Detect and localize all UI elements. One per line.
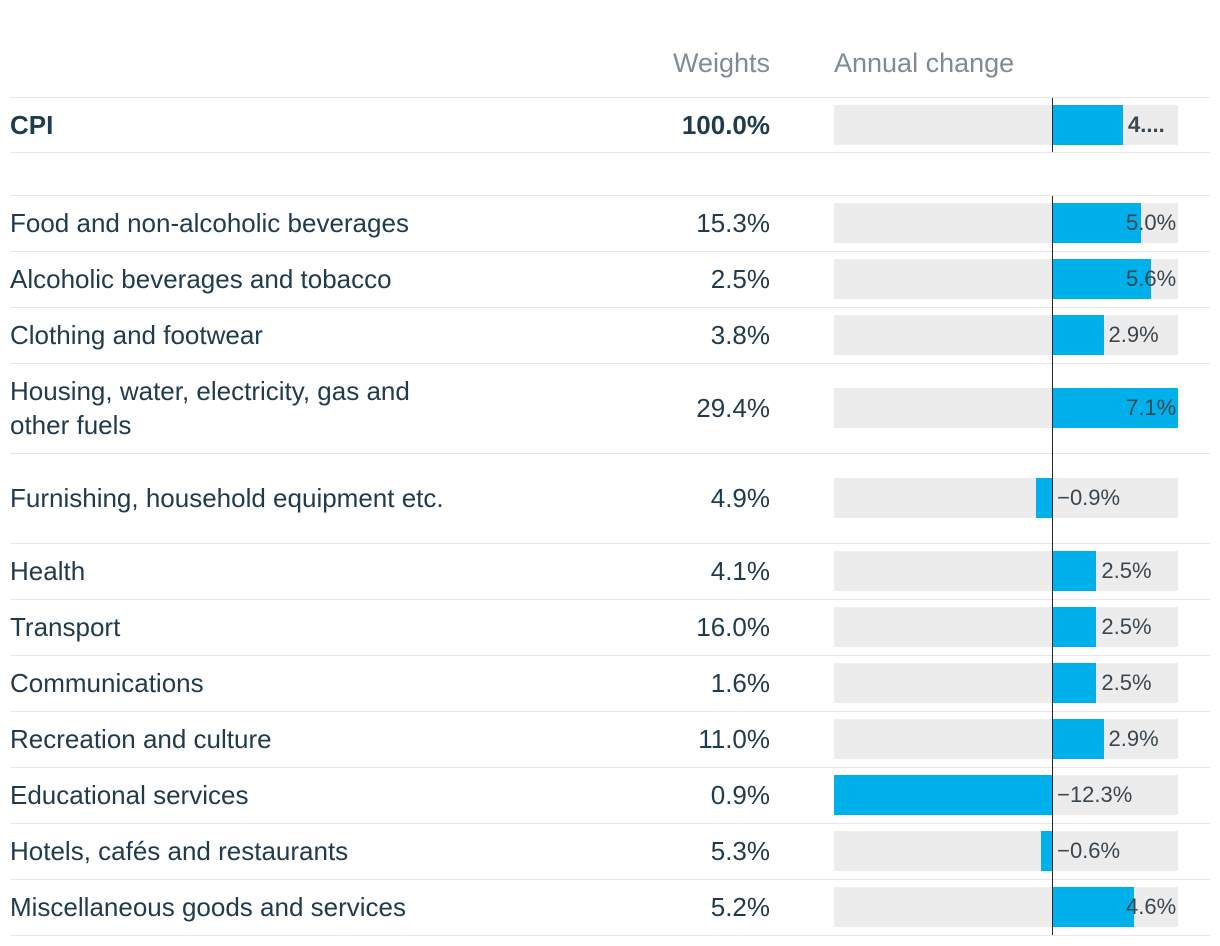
change-bar-track: 2.5%: [834, 607, 1178, 647]
row-divider: [10, 823, 1210, 824]
change-bar: [1052, 388, 1178, 428]
category-label: CPI: [10, 110, 54, 140]
change-bar: [1036, 478, 1053, 518]
change-bar-track: −12.3%: [834, 775, 1178, 815]
table-row: Hotels, cafés and restaurants 5.3% −0.6%: [0, 823, 1220, 879]
row-divider: [10, 879, 1210, 880]
change-bar-track: 2.5%: [834, 551, 1178, 591]
weight-value: 29.4%: [696, 393, 770, 423]
change-bar: [1052, 315, 1104, 355]
weight-value: 5.3%: [710, 836, 770, 866]
change-value-label: 2.5%: [1101, 558, 1152, 583]
change-value-label: −0.6%: [1057, 838, 1121, 863]
change-bar: [1052, 105, 1124, 145]
change-bar: [1041, 831, 1053, 871]
row-divider: [10, 599, 1210, 600]
row-divider: [10, 453, 1210, 454]
category-label: Recreation and culture: [10, 724, 272, 754]
change-value-label: 4....: [1128, 112, 1165, 137]
table-row: Furnishing, household equipment etc. 4.9%…: [0, 453, 1220, 543]
change-value-label: 5.6%: [1126, 266, 1177, 291]
change-bar-track: 2.5%: [834, 663, 1178, 703]
category-label: Food and non-alcoholic beverages: [10, 208, 409, 238]
category-label: Miscellaneous goods and services: [10, 892, 406, 922]
zero-axis-line: [1052, 98, 1054, 152]
change-value-label: 2.9%: [1108, 726, 1159, 751]
weight-value: 2.5%: [710, 264, 770, 294]
change-value-label: 2.5%: [1101, 670, 1152, 695]
category-label: Housing, water, electricity, gas and oth…: [10, 376, 410, 440]
change-bar-track: 2.9%: [834, 315, 1178, 355]
change-bar-track: 7.1%: [834, 388, 1178, 428]
weight-value: 4.9%: [710, 483, 770, 513]
change-bar: [1052, 259, 1152, 299]
change-value-label: −12.3%: [1057, 782, 1133, 807]
category-label: Furnishing, household equipment etc.: [10, 483, 444, 513]
weight-value: 100.0%: [681, 110, 770, 140]
weight-value: 16.0%: [696, 612, 770, 642]
table-row: Clothing and footwear 3.8% 2.9%: [0, 307, 1220, 363]
change-bar-track: 5.6%: [834, 259, 1178, 299]
weight-value: 11.0%: [698, 724, 770, 754]
row-divider: [10, 363, 1210, 364]
category-label: Transport: [10, 612, 121, 642]
table-row: Transport 16.0% 2.5%: [0, 599, 1220, 655]
weights-column-header: Weights: [672, 48, 770, 78]
change-bar-track: 4....: [834, 105, 1178, 145]
weight-value: 15.3%: [696, 208, 770, 238]
row-divider: [10, 655, 1210, 656]
weight-value: 5.2%: [710, 892, 770, 922]
row-divider: [10, 711, 1210, 712]
change-bar-track: 2.9%: [834, 719, 1178, 759]
row-divider: [10, 152, 1210, 153]
category-label: Hotels, cafés and restaurants: [10, 836, 349, 866]
change-bar-track: 4.6%: [834, 887, 1178, 927]
table-row: Food and non-alcoholic beverages 15.3% 5.0…: [0, 195, 1220, 251]
category-label: Communications: [10, 668, 204, 698]
weight-value: 0.9%: [710, 780, 770, 810]
row-divider: [10, 543, 1210, 544]
change-value-label: 2.9%: [1108, 322, 1159, 347]
change-value-label: 7.1%: [1126, 395, 1177, 420]
change-bar: [1052, 203, 1141, 243]
row-divider: [10, 251, 1210, 252]
change-value-label: 4.6%: [1126, 894, 1177, 919]
weight-value: 3.8%: [710, 320, 770, 350]
change-bar: [1052, 887, 1134, 927]
weight-value: 4.1%: [710, 556, 770, 586]
zero-axis-line: [1052, 196, 1054, 935]
row-divider: [10, 935, 1210, 936]
change-value-label: −0.9%: [1057, 485, 1121, 510]
change-bar-track: −0.6%: [834, 831, 1178, 871]
row-divider: [10, 307, 1210, 308]
table-row: Housing, water, electricity, gas and oth…: [0, 363, 1220, 453]
change-bar: [1052, 719, 1104, 759]
change-bar: [1052, 663, 1097, 703]
category-label: Alcoholic beverages and tobacco: [10, 264, 392, 294]
category-label: Clothing and footwear: [10, 320, 263, 350]
change-value-label: 5.0%: [1126, 210, 1177, 235]
table-row: Recreation and culture 11.0% 2.9%: [0, 711, 1220, 767]
table-row: Educational services 0.9% −12.3%: [0, 767, 1220, 823]
change-bar-track: −0.9%: [834, 478, 1178, 518]
row-divider: [10, 195, 1210, 196]
change-bar-track: 5.0%: [834, 203, 1178, 243]
table-row: Miscellaneous goods and services 5.2% 4.6%: [0, 879, 1220, 935]
annual-change-column-header: Annual change: [834, 48, 1015, 78]
category-label: Educational services: [10, 780, 249, 810]
table-row: Communications 1.6% 2.5%: [0, 655, 1220, 711]
table-row: Alcoholic beverages and tobacco 2.5% 5.6%: [0, 251, 1220, 307]
summary-row: CPI 100.0% 4....: [0, 98, 1220, 152]
category-label: Health: [10, 556, 86, 586]
row-divider: [10, 97, 1210, 98]
weight-value: 1.6%: [710, 668, 770, 698]
table-row: Health 4.1% 2.5%: [0, 543, 1220, 599]
change-value-label: 2.5%: [1101, 614, 1152, 639]
row-divider: [10, 767, 1210, 768]
change-bar: [1052, 551, 1097, 591]
change-bar: [1052, 607, 1097, 647]
change-bar: [834, 775, 1053, 815]
